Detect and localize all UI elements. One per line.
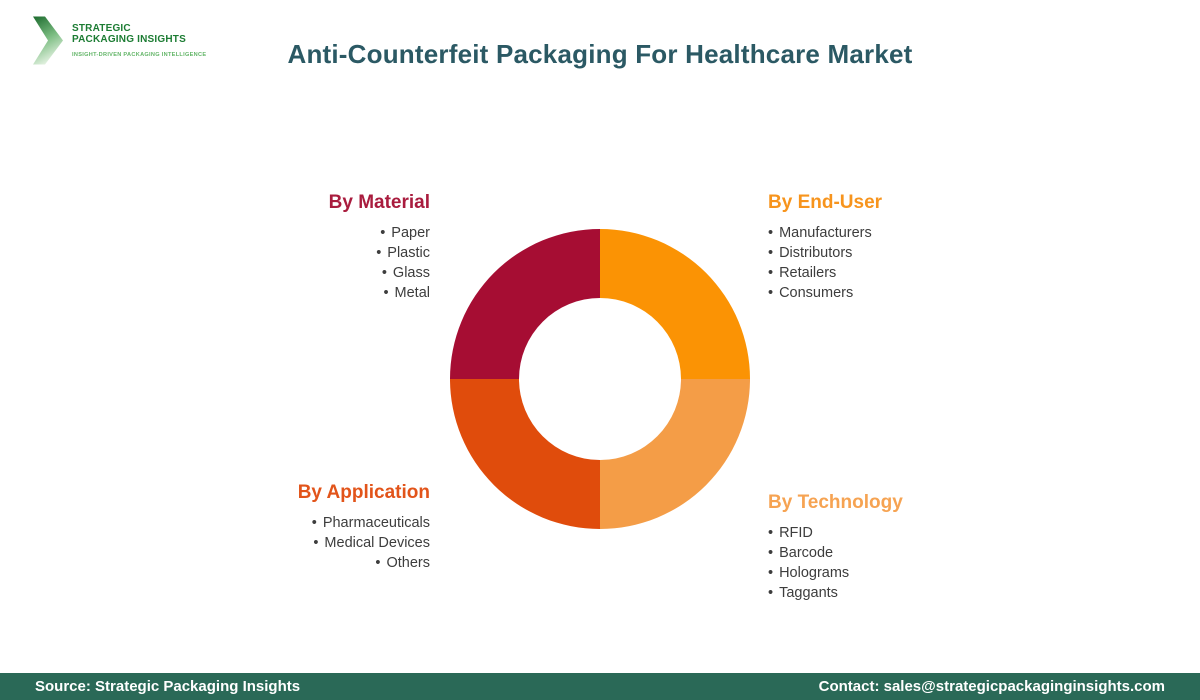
footer-contact-text: Contact: sales@strategicpackaginginsight… [818, 678, 1165, 695]
segment-item: • Holograms [768, 565, 850, 581]
segment-item: • Distributors [768, 245, 853, 261]
segment-item: • Barcode [768, 545, 834, 561]
segment-item: • Consumers [768, 285, 854, 301]
footer-bar: Source: Strategic Packaging Insights Con… [0, 673, 1200, 700]
bullet-icon: • [768, 285, 774, 301]
bullet-icon: • [768, 565, 774, 581]
segment-item: • RFID [768, 525, 813, 541]
segment-item: • Pharmaceuticals [311, 515, 430, 531]
bullet-icon: • [768, 265, 774, 281]
group-items-application: • Pharmaceuticals • Medical Devices • Others [170, 513, 430, 573]
group-by-technology: By Technology • RFID • Barcode • Holograms • Ta… [768, 491, 1028, 603]
page-title: Anti-Counterfeit Packaging For Healthcar… [287, 39, 913, 70]
group-items-technology: • RFID • Barcode • Holograms • Taggants [768, 523, 1028, 603]
group-by-material: By Material • Paper • Plastic • Glass • Metal [170, 191, 430, 303]
segment-item: • Manufacturers [768, 225, 872, 241]
bullet-icon: • [768, 225, 774, 241]
segment-item: • Taggants [768, 585, 838, 601]
group-title-application: By Application [297, 482, 430, 503]
bullet-icon: • [768, 585, 774, 601]
group-by-application: By Application • Pharmaceuticals • Medical … [170, 481, 430, 573]
group-title-material: By Material [328, 192, 430, 213]
bullet-icon: • [768, 525, 774, 541]
segment-item: • Plastic [376, 245, 430, 261]
bullet-icon: • [380, 225, 386, 241]
group-title-technology: By Technology [768, 492, 903, 513]
bullet-icon: • [375, 555, 381, 571]
brand-name-line1: STRATEGIC [72, 23, 131, 34]
group-title-end-user: By End-User [768, 192, 883, 213]
brand-name-line2: PACKAGING INSIGHTS [72, 34, 186, 45]
segment-item: • Others [375, 555, 430, 571]
donut-segment-by-end-user [600, 229, 750, 379]
donut-segment-by-technology [600, 379, 750, 529]
bullet-icon: • [376, 245, 382, 261]
segment-item: • Retailers [768, 265, 837, 281]
donut-chart [450, 229, 750, 529]
bullet-icon: • [313, 535, 319, 551]
donut-segment-by-application [450, 379, 600, 529]
segment-item: • Paper [380, 225, 430, 241]
brand-logo-text: STRATEGIC PACKAGING INSIGHTS INSIGHT-DRI… [72, 16, 206, 58]
brand-tagline: INSIGHT-DRIVEN PACKAGING INTELLIGENCE [72, 52, 207, 58]
footer-source-text: Source: Strategic Packaging Insights [35, 678, 301, 695]
bullet-icon: • [768, 245, 774, 261]
bullet-icon: • [768, 545, 774, 561]
segment-item: • Metal [383, 285, 430, 301]
brand-logo: STRATEGIC PACKAGING INSIGHTS INSIGHT-DRI… [33, 16, 206, 65]
group-by-end-user: By End-User • Manufacturers • Distributors •… [768, 191, 1028, 303]
segment-item: • Glass [381, 265, 430, 281]
bullet-icon: • [383, 285, 389, 301]
bullet-icon: • [311, 515, 317, 531]
chevron-logo-icon [33, 16, 63, 65]
bullet-icon: • [381, 265, 387, 281]
group-items-material: • Paper • Plastic • Glass • Metal [170, 223, 430, 303]
segment-item: • Medical Devices [313, 535, 430, 551]
donut-chart-container [449, 228, 751, 530]
donut-segment-by-material [450, 229, 600, 379]
group-items-end-user: • Manufacturers • Distributors • Retailers • Co… [768, 223, 1028, 303]
